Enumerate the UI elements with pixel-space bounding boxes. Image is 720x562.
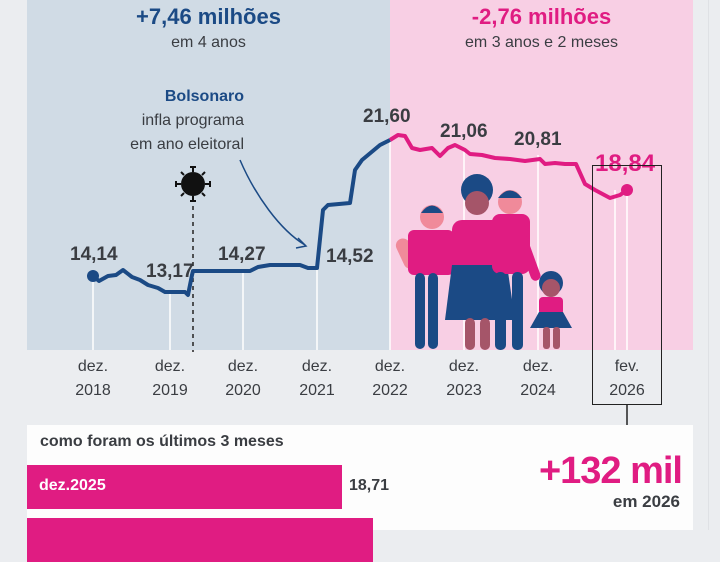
label-2019: 13,17: [146, 261, 194, 282]
xtick-2021: dez. 2021: [299, 358, 335, 399]
card-title: como foram os últimos 3 meses: [40, 433, 284, 450]
annotation-title: Bolsonaro: [164, 88, 244, 105]
bolsonaro-period-panel: [27, 0, 390, 350]
bar-next-month: [27, 518, 373, 562]
xtick-2020: dez. 2020: [225, 358, 261, 399]
big-number: +132 mil: [538, 450, 683, 492]
label-2024: 20,81: [514, 129, 562, 150]
xtick-2026: fev. 2026: [609, 358, 645, 399]
annotation-line-2: em ano eleitoral: [130, 136, 244, 153]
xtick-2018: dez. 2018: [75, 358, 111, 399]
virus-icon: [175, 166, 211, 202]
right-headline: -2,76 milhões: [471, 4, 612, 29]
label-2026: 18,84: [595, 150, 656, 177]
label-2023: 21,06: [440, 121, 488, 142]
label-2018: 14,14: [70, 244, 118, 265]
bar-label: dez.2025: [39, 477, 106, 494]
left-headline: +7,46 milhões: [136, 4, 281, 29]
lula-series-line: [388, 133, 629, 200]
xtick-2022: dez. 2022: [372, 358, 408, 399]
bar-dez-2025: dez.2025: [27, 465, 342, 509]
line-chart: [87, 133, 633, 439]
left-subtitle: em 4 anos: [171, 34, 246, 51]
right-subtitle: em 3 anos e 2 meses: [465, 34, 618, 51]
label-2020: 14,27: [218, 244, 266, 265]
big-number-sub: em 2026: [612, 492, 680, 511]
end-point: [621, 184, 633, 196]
xtick-2023: dez. 2023: [446, 358, 482, 399]
lula-period-panel: [390, 0, 693, 350]
edge-divider: [708, 0, 709, 530]
annotation-line-1: infla programa: [141, 112, 244, 129]
highlight-box: [592, 165, 662, 405]
xtick-2019: dez. 2019: [152, 358, 188, 399]
bolsonaro-series-line: [91, 138, 391, 297]
bar-value: 18,71: [349, 477, 390, 494]
start-point: [87, 270, 99, 282]
family-illustration: [395, 174, 572, 350]
label-2022: 21,60: [363, 106, 411, 127]
xtick-2024: dez. 2024: [520, 358, 556, 399]
annotation-arrow: [239, 159, 306, 246]
label-2021: 14,52: [326, 246, 374, 267]
